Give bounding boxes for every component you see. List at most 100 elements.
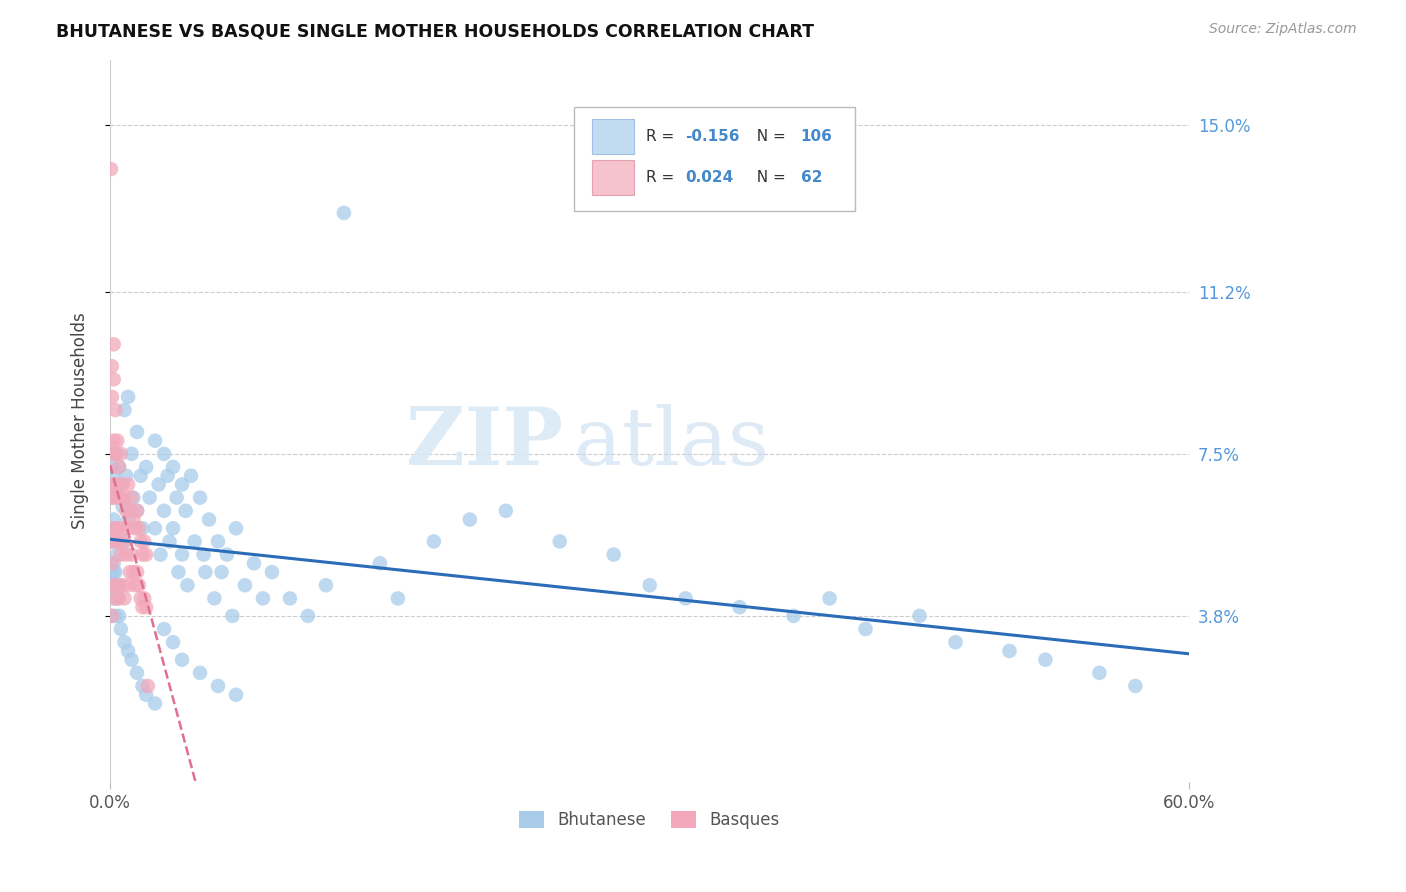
Point (104, 521, 127, 535)
Point (908, 608, 931, 623)
Point (110, 548, 132, 562)
Point (108, 591, 131, 606)
Point (105, 434, 128, 448)
Text: 0.024: 0.024 (685, 169, 734, 185)
Point (159, 534, 181, 549)
Point (202, 591, 225, 606)
Y-axis label: Single Mother Households: Single Mother Households (72, 312, 89, 529)
Point (118, 565, 141, 579)
Point (387, 591, 409, 606)
Text: R =: R = (647, 169, 679, 185)
Point (167, 565, 190, 579)
Point (103, 521, 125, 535)
Point (110, 477, 132, 491)
Point (105, 578, 128, 592)
Point (368, 557, 391, 571)
Point (108, 460, 131, 475)
Point (945, 635, 967, 649)
Point (105, 477, 128, 491)
Point (108, 578, 131, 592)
Point (278, 591, 301, 606)
Text: R =: R = (647, 128, 679, 144)
Point (333, 206, 356, 220)
Point (194, 565, 217, 579)
Point (124, 521, 146, 535)
Point (166, 491, 188, 505)
Point (101, 565, 124, 579)
Point (117, 512, 139, 526)
Point (103, 337, 125, 351)
Point (153, 504, 176, 518)
Text: atlas: atlas (574, 404, 769, 482)
Point (101, 447, 124, 461)
Point (138, 491, 160, 505)
Text: Source: ZipAtlas.com: Source: ZipAtlas.com (1209, 22, 1357, 37)
Text: 62: 62 (801, 169, 823, 185)
Point (125, 425, 148, 439)
Point (104, 565, 127, 579)
Point (101, 491, 124, 505)
Point (315, 578, 337, 592)
Point (225, 688, 247, 702)
Point (114, 534, 136, 549)
Point (122, 512, 145, 526)
Point (111, 477, 134, 491)
Point (548, 534, 571, 549)
Point (104, 534, 127, 549)
Point (101, 608, 124, 623)
Point (297, 608, 319, 623)
Point (174, 504, 197, 518)
Point (117, 521, 139, 535)
Point (103, 434, 125, 448)
Point (122, 565, 145, 579)
Legend: Bhutanese, Basques: Bhutanese, Basques (513, 804, 787, 836)
Point (1088, 665, 1111, 680)
Point (104, 608, 127, 623)
Point (108, 460, 131, 475)
Point (818, 591, 841, 606)
Point (110, 447, 132, 461)
Point (103, 557, 125, 571)
Point (111, 500, 134, 514)
Point (221, 608, 243, 623)
Point (128, 578, 150, 592)
Point (180, 468, 202, 483)
Point (110, 491, 132, 505)
Point (153, 622, 176, 636)
Text: ZIP: ZIP (406, 404, 564, 482)
Point (134, 534, 156, 549)
Point (129, 591, 152, 606)
Point (143, 434, 166, 448)
Point (156, 468, 179, 483)
Point (125, 665, 148, 680)
Point (101, 359, 124, 374)
Point (207, 679, 229, 693)
Point (114, 403, 136, 417)
Point (103, 565, 125, 579)
Point (998, 644, 1021, 658)
Point (782, 608, 804, 623)
Point (118, 504, 141, 518)
Point (125, 504, 148, 518)
Point (103, 591, 125, 606)
Point (105, 521, 128, 535)
Point (100, 162, 122, 177)
Point (135, 600, 157, 615)
Point (162, 460, 184, 475)
Point (115, 548, 138, 562)
Point (105, 591, 128, 606)
Point (111, 578, 134, 592)
Point (183, 534, 205, 549)
Point (176, 578, 198, 592)
Point (603, 548, 626, 562)
Point (170, 477, 193, 491)
Point (233, 578, 256, 592)
Point (125, 565, 148, 579)
Point (101, 447, 124, 461)
Point (162, 635, 184, 649)
Point (135, 688, 157, 702)
Point (121, 491, 143, 505)
Point (115, 504, 138, 518)
Point (1035, 653, 1057, 667)
Point (495, 504, 517, 518)
